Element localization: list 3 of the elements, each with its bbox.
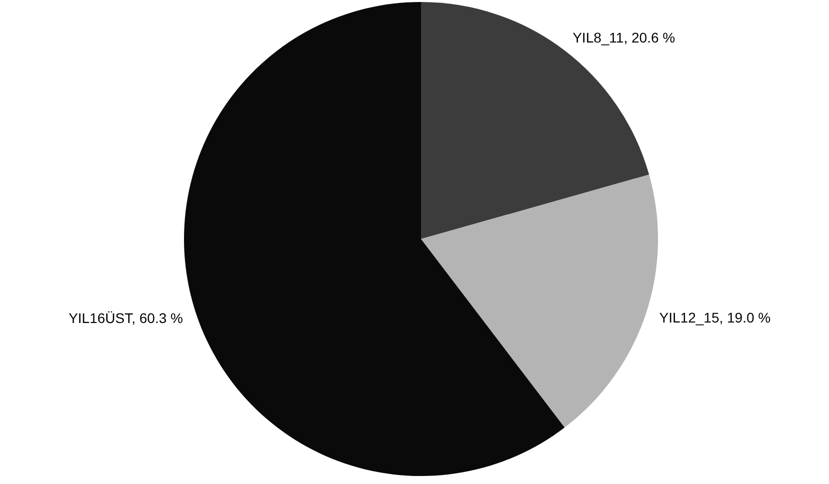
slice-label: YIL8_11, 20.6 %	[572, 30, 676, 46]
slice-label: YIL12_15, 19.0 %	[659, 309, 771, 326]
slice-label: YIL16ÜST, 60.3 %	[68, 310, 183, 326]
